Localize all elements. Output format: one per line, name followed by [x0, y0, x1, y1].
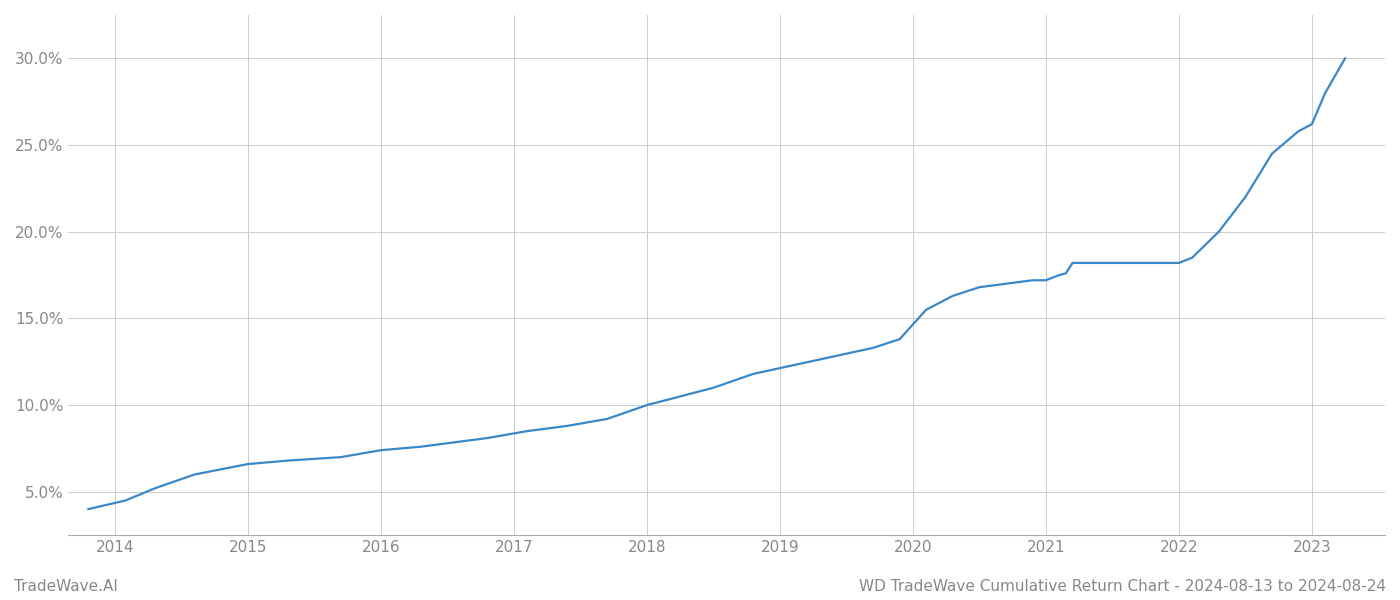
Text: TradeWave.AI: TradeWave.AI: [14, 579, 118, 594]
Text: WD TradeWave Cumulative Return Chart - 2024-08-13 to 2024-08-24: WD TradeWave Cumulative Return Chart - 2…: [860, 579, 1386, 594]
